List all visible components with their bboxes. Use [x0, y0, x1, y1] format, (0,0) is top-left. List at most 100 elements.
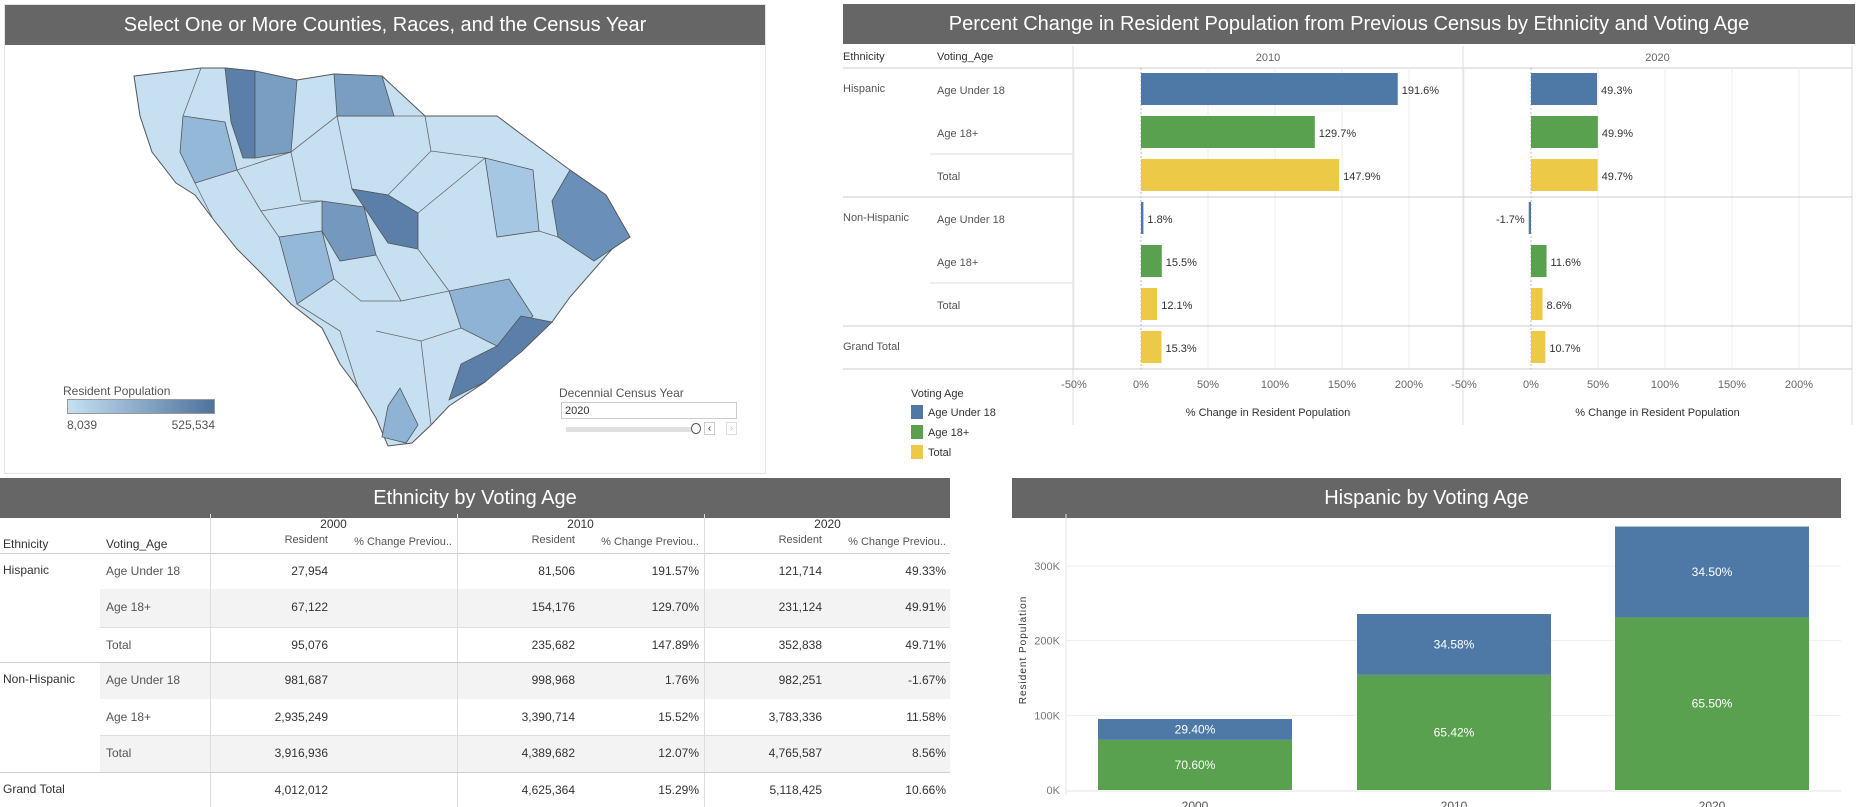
- cell-pct-change: 8.56%: [911, 746, 946, 760]
- south-carolina-county-map[interactable]: [1, 1, 771, 479]
- county-charleston[interactable]: [448, 315, 553, 401]
- map-title: Select One or More Counties, Races, and …: [5, 5, 765, 45]
- segment-label: 34.58%: [1434, 637, 1475, 651]
- county-spartanburg[interactable]: [254, 70, 298, 159]
- x-category-label: 2020: [1699, 799, 1726, 807]
- header-voting-age: Voting_Age: [106, 537, 168, 551]
- y-axis-title: Resident Population: [1018, 596, 1029, 705]
- cell-resident: 982,251: [778, 673, 822, 687]
- hispanic-title: Hispanic by Voting Age: [1012, 478, 1841, 518]
- legend-title: Voting Age: [911, 388, 964, 400]
- bar-label: 129.7%: [1319, 128, 1357, 140]
- chevron-left-icon[interactable]: ‹: [704, 422, 715, 435]
- row-voting-age: Age Under 18: [937, 214, 1005, 226]
- bar-label: 49.3%: [1601, 85, 1632, 97]
- group-divider: [0, 772, 950, 773]
- bar-label: 12.1%: [1161, 300, 1192, 312]
- bar-label: 11.6%: [1551, 257, 1582, 269]
- x-tick-label: -50%: [1451, 379, 1477, 391]
- cell-resident: 235,682: [531, 638, 575, 652]
- pct-change-header: % Change Previou..: [354, 536, 452, 548]
- x-tick-label: 100%: [1261, 379, 1289, 391]
- x-axis-title: % Change in Resident Population: [1575, 407, 1740, 419]
- cell-pct-change: 15.29%: [658, 783, 699, 797]
- cell-pct-change: 49.91%: [905, 600, 946, 614]
- table-title: Ethnicity by Voting Age: [0, 478, 950, 518]
- resident-header: Resident: [284, 534, 328, 546]
- cell-pct-change: 191.57%: [651, 564, 699, 578]
- row-ethnicity: Non-Hispanic: [3, 672, 76, 686]
- stacked-bar-segment: [1357, 674, 1551, 790]
- y-tick-label: 0K: [1047, 785, 1061, 797]
- stacked-bar-segment: [1615, 526, 1809, 618]
- cell-resident: 4,765,587: [768, 746, 822, 760]
- stacked-bar-segment: [1098, 719, 1292, 740]
- segment-label: 70.60%: [1175, 758, 1216, 772]
- cell-pct-change: 15.52%: [658, 710, 699, 724]
- cell-resident: 231,124: [778, 600, 822, 614]
- x-tick-label: 50%: [1197, 379, 1219, 391]
- cell-resident: 81,506: [538, 564, 575, 578]
- chevron-right-icon[interactable]: ›: [726, 422, 737, 435]
- header-ethnicity: Ethnicity: [3, 537, 49, 551]
- cell-pct-change: 49.33%: [905, 564, 946, 578]
- cell-resident: 981,687: [284, 673, 328, 687]
- county-greenville[interactable]: [224, 67, 256, 159]
- row-voting-age: Age 18+: [937, 128, 978, 140]
- year-slider-thumb[interactable]: [691, 423, 701, 434]
- x-tick-label: 0%: [1523, 379, 1539, 391]
- county-shapes[interactable]: [179, 67, 631, 444]
- row-voting-age: Total: [937, 300, 960, 312]
- cell-resident: 3,783,336: [768, 710, 822, 724]
- x-tick-label: -50%: [1061, 379, 1087, 391]
- county-aiken[interactable]: [278, 230, 335, 305]
- cell-pct-change: 10.66%: [905, 783, 946, 797]
- bar: [1141, 159, 1340, 191]
- bar-label: -1.7%: [1496, 214, 1525, 226]
- bar: [1141, 331, 1162, 363]
- county-richland[interactable]: [351, 188, 419, 250]
- column-divider: [457, 514, 458, 807]
- row-voting-age: Total: [937, 171, 960, 183]
- bar: [1141, 202, 1144, 234]
- cell-resident: 4,389,682: [521, 746, 575, 760]
- resident-header: Resident: [778, 534, 822, 546]
- bar-label: 1.8%: [1147, 214, 1172, 226]
- county-beaufort[interactable]: [381, 387, 419, 444]
- pct-change-header: % Change Previou..: [601, 536, 699, 548]
- bar-label: 49.9%: [1602, 128, 1633, 140]
- row-ethnicity: Non-Hispanic: [843, 212, 910, 224]
- x-tick-label: 150%: [1328, 379, 1356, 391]
- row-band: [100, 589, 950, 627]
- county-anderson[interactable]: [179, 115, 238, 184]
- year-filter-label: Decennial Census Year: [559, 386, 684, 400]
- legend-max: 525,534: [171, 418, 215, 432]
- legend-swatch: [911, 405, 923, 419]
- cell-resident: 95,076: [291, 638, 328, 652]
- year-header: 2020: [814, 517, 841, 531]
- year-header: 2010: [567, 517, 594, 531]
- year-slider-track[interactable]: [566, 427, 694, 432]
- year-filter-input[interactable]: 2020: [561, 402, 737, 419]
- bar-label: 8.6%: [1547, 300, 1572, 312]
- group-divider: [0, 662, 950, 663]
- y-tick-label: 300K: [1034, 561, 1060, 573]
- cell-pct-change: 11.58%: [906, 710, 946, 724]
- bar-label: 49.7%: [1602, 171, 1633, 183]
- bar: [1141, 288, 1158, 320]
- x-tick-label: 50%: [1587, 379, 1609, 391]
- county-florence[interactable]: [484, 157, 540, 238]
- row-divider: [100, 735, 950, 736]
- x-tick-label: 0%: [1133, 379, 1149, 391]
- x-tick-label: 200%: [1395, 379, 1423, 391]
- county-horry[interactable]: [551, 169, 631, 262]
- year-filter-value: 2020: [565, 405, 590, 417]
- row-voting-age: Age Under 18: [106, 673, 181, 687]
- cell-resident: 3,916,936: [274, 746, 328, 760]
- county-lexington[interactable]: [321, 200, 377, 262]
- legend-min: 8,039: [67, 418, 98, 432]
- county-york[interactable]: [333, 73, 395, 117]
- row-ethnicity: Hispanic: [3, 563, 50, 577]
- row-band: [100, 735, 950, 772]
